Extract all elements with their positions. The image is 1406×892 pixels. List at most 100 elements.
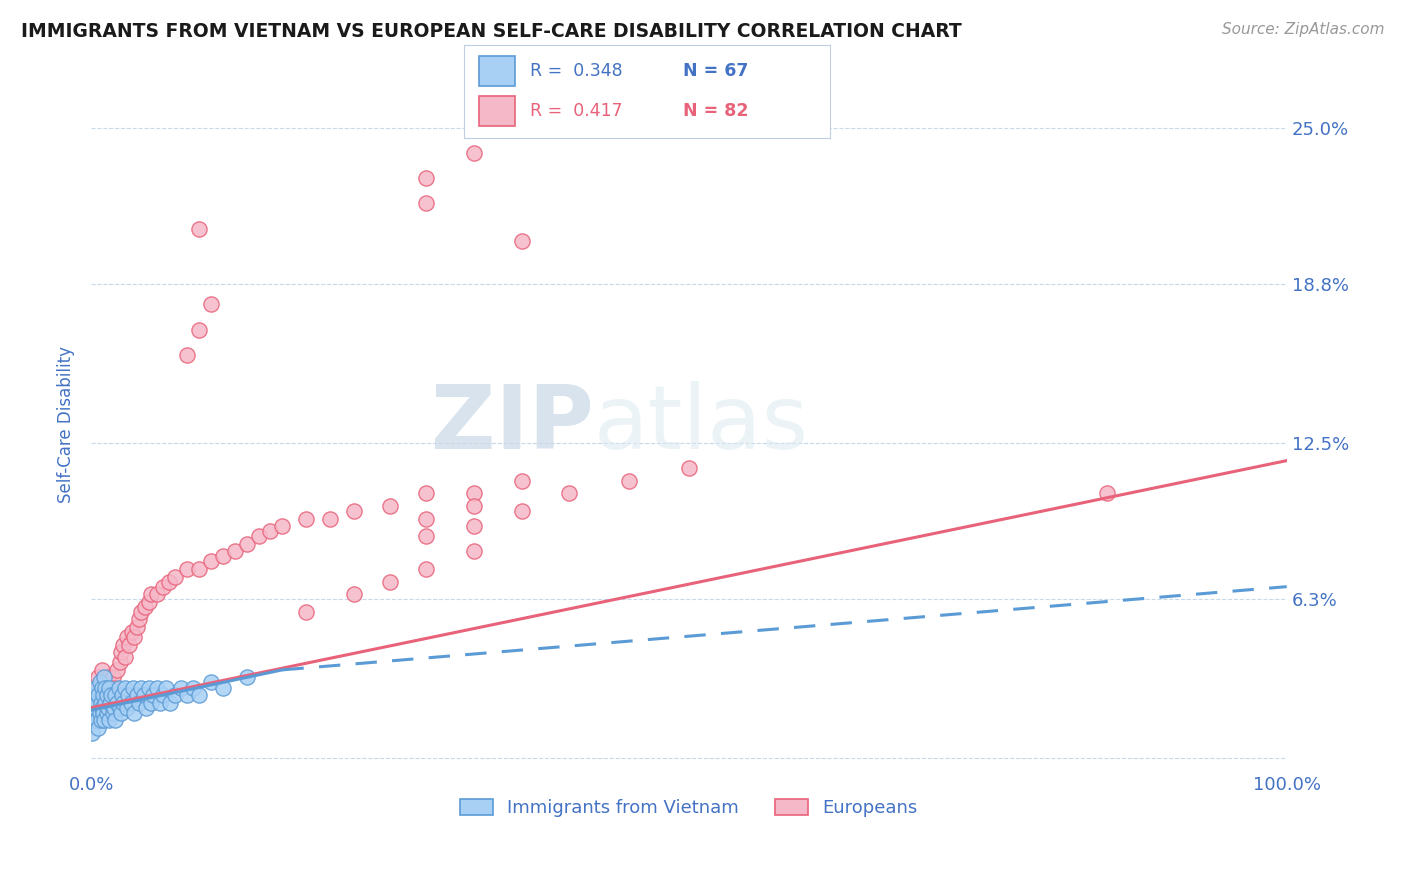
Point — [463, 486, 485, 500]
Point — [94, 688, 117, 702]
Point — [91, 681, 114, 695]
Point — [98, 713, 121, 727]
Point — [463, 544, 485, 558]
Point — [259, 524, 281, 539]
Point — [114, 650, 136, 665]
Point — [415, 486, 437, 500]
Point — [163, 688, 186, 702]
Point — [103, 700, 125, 714]
Point — [86, 713, 108, 727]
Point — [101, 706, 124, 720]
Point — [98, 696, 121, 710]
Point — [271, 519, 294, 533]
Point — [200, 675, 222, 690]
Point — [463, 519, 485, 533]
Point — [187, 322, 209, 336]
Y-axis label: Self-Care Disability: Self-Care Disability — [58, 345, 75, 502]
Point — [415, 511, 437, 525]
Point — [107, 663, 129, 677]
Point — [149, 696, 172, 710]
Point — [159, 696, 181, 710]
Point — [89, 688, 111, 702]
Point — [295, 511, 318, 525]
Point — [104, 688, 127, 702]
Point — [200, 297, 222, 311]
Point — [134, 599, 156, 614]
Point — [343, 504, 366, 518]
Point — [83, 688, 105, 702]
Point — [142, 688, 165, 702]
Point — [157, 574, 180, 589]
Point — [463, 499, 485, 513]
Point — [98, 670, 121, 684]
Point — [83, 713, 105, 727]
Point — [211, 549, 233, 564]
Text: Source: ZipAtlas.com: Source: ZipAtlas.com — [1222, 22, 1385, 37]
Point — [103, 681, 125, 695]
Point — [98, 681, 121, 695]
Point — [125, 688, 148, 702]
Point — [319, 511, 342, 525]
Point — [125, 620, 148, 634]
Point — [100, 688, 122, 702]
Bar — [478, 96, 515, 126]
Point — [510, 235, 533, 249]
Point — [82, 713, 104, 727]
Point — [90, 700, 112, 714]
Point — [155, 681, 177, 695]
Point — [115, 700, 138, 714]
Point — [100, 688, 122, 702]
Point — [510, 474, 533, 488]
Point — [1097, 486, 1119, 500]
Text: IMMIGRANTS FROM VIETNAM VS EUROPEAN SELF-CARE DISABILITY CORRELATION CHART: IMMIGRANTS FROM VIETNAM VS EUROPEAN SELF… — [21, 22, 962, 41]
Point — [558, 486, 581, 500]
Point — [415, 562, 437, 576]
Point — [94, 696, 117, 710]
Point — [115, 630, 138, 644]
Point — [176, 688, 198, 702]
Point — [84, 700, 107, 714]
Point — [224, 544, 246, 558]
Point — [97, 700, 120, 714]
Point — [87, 670, 110, 684]
Point — [89, 675, 111, 690]
Point — [90, 681, 112, 695]
Point — [91, 688, 114, 702]
Point — [82, 726, 104, 740]
Text: N = 67: N = 67 — [683, 62, 748, 79]
Point — [139, 587, 162, 601]
Point — [83, 700, 105, 714]
Point — [117, 688, 139, 702]
Text: ZIP: ZIP — [430, 381, 593, 467]
Text: R =  0.348: R = 0.348 — [530, 62, 623, 79]
Point — [118, 638, 141, 652]
Point — [90, 696, 112, 710]
Point — [90, 713, 112, 727]
Text: R =  0.417: R = 0.417 — [530, 102, 623, 120]
Point — [131, 605, 153, 619]
Point — [200, 554, 222, 568]
Point — [132, 688, 155, 702]
Point — [138, 595, 160, 609]
Point — [122, 630, 145, 644]
Point — [678, 461, 700, 475]
Point — [89, 706, 111, 720]
Point — [121, 625, 143, 640]
Point — [94, 681, 117, 695]
Point — [152, 688, 174, 702]
Point — [111, 688, 134, 702]
Point — [114, 681, 136, 695]
Point — [415, 196, 437, 211]
Point — [181, 681, 204, 695]
Point — [415, 171, 437, 186]
Point — [97, 688, 120, 702]
Point — [170, 681, 193, 695]
Point — [107, 696, 129, 710]
Point — [86, 681, 108, 695]
Text: N = 82: N = 82 — [683, 102, 749, 120]
Point — [108, 655, 131, 669]
Point — [343, 587, 366, 601]
Point — [96, 706, 118, 720]
Point — [510, 504, 533, 518]
Point — [128, 612, 150, 626]
